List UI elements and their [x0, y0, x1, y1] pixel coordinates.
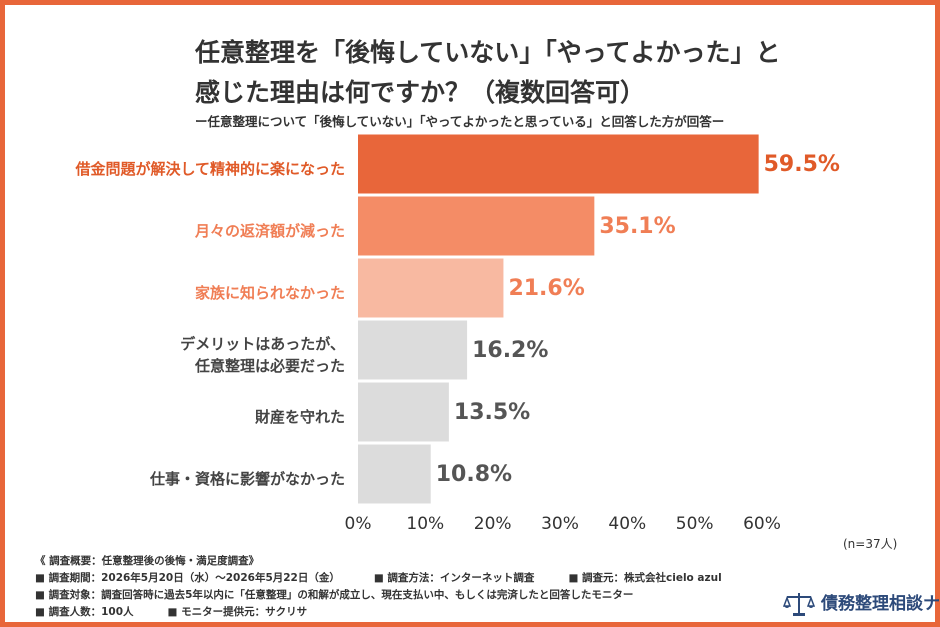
value-label: 35.1%	[599, 214, 675, 239]
chart-subtitle: ー任意整理について「後悔していない」「やってよかったと思っている」と回答した方が…	[195, 114, 725, 129]
logo: 債務整理相談ナビ	[782, 589, 940, 617]
x-tick-label: 10%	[406, 514, 444, 534]
sample-note: (n=37人)	[843, 537, 898, 551]
bar	[358, 444, 431, 504]
value-label: 59.5%	[764, 152, 840, 177]
footer-heading: 《 調査概要：任意整理後の後悔・満足度調査》	[35, 555, 260, 567]
bar	[358, 320, 468, 380]
category-label: 月々の返済額が減った	[194, 222, 345, 240]
category-label: 仕事・資格に影響がなかった	[149, 470, 345, 488]
category-label: 家族に知られなかった	[194, 284, 345, 302]
value-label: 10.8%	[436, 462, 512, 487]
value-label: 16.2%	[472, 338, 548, 363]
bar	[358, 382, 449, 442]
footer-item: ■ 調査対象：調査回答時に過去5年以内に「任意整理」の和解が成立し、現在支払い中…	[35, 589, 634, 601]
logo-icon	[782, 593, 816, 616]
category-label: 財産を守れた	[254, 408, 345, 426]
value-label: 13.5%	[454, 400, 530, 425]
x-tick-label: 30%	[541, 514, 579, 534]
logo-text: 債務整理相談ナビ	[821, 594, 940, 614]
x-tick-label: 20%	[474, 514, 512, 534]
chart-title: 任意整理を「後悔していない」「やってよかった」と 感じた理由は何ですか？（複数回…	[195, 38, 781, 107]
x-tick-label: 0%	[345, 514, 372, 534]
x-tick-label: 40%	[608, 514, 646, 534]
footer-item: ■ 調査期間：2026年5月20日（水）～2026年5月22日（金）	[35, 572, 340, 584]
footer-row: ■ 調査人数：100人 ■ モニター提供元：サクリサ	[35, 604, 756, 621]
footer-row: ■ 調査対象：調査回答時に過去5年以内に「任意整理」の和解が成立し、現在支払い中…	[35, 587, 756, 604]
footer-item: ■ 調査元：株式会社cielo azul	[568, 572, 722, 584]
footer-row: ■ 調査期間：2026年5月20日（水）～2026年5月22日（金） ■ 調査方法…	[35, 570, 756, 587]
bar	[358, 258, 504, 318]
category-label: 借金問題が解決して精神的に楽になった	[75, 160, 345, 178]
x-tick-label: 50%	[676, 514, 714, 534]
value-label: 21.6%	[508, 276, 584, 301]
chart: 59.5% 35.1% 21.6% 16.2% 13.5% 10.8% 0% 10% 20% 30…	[345, 134, 840, 534]
footer-item: ■ 調査人数：100人	[35, 606, 134, 618]
category-label: デメリットはあったが、 任意整理は必要だった	[180, 335, 345, 375]
footer-item: ■ モニター提供元：サクリサ	[167, 606, 308, 618]
bar	[358, 196, 595, 256]
footer-item: ■ 調査方法：インターネット調査	[373, 572, 535, 584]
survey-footer: 《 調査概要：任意整理後の後悔・満足度調査》 ■ 調査期間：2026年5月20日…	[35, 553, 756, 621]
bar	[358, 134, 759, 194]
x-tick-label: 60%	[743, 514, 781, 534]
